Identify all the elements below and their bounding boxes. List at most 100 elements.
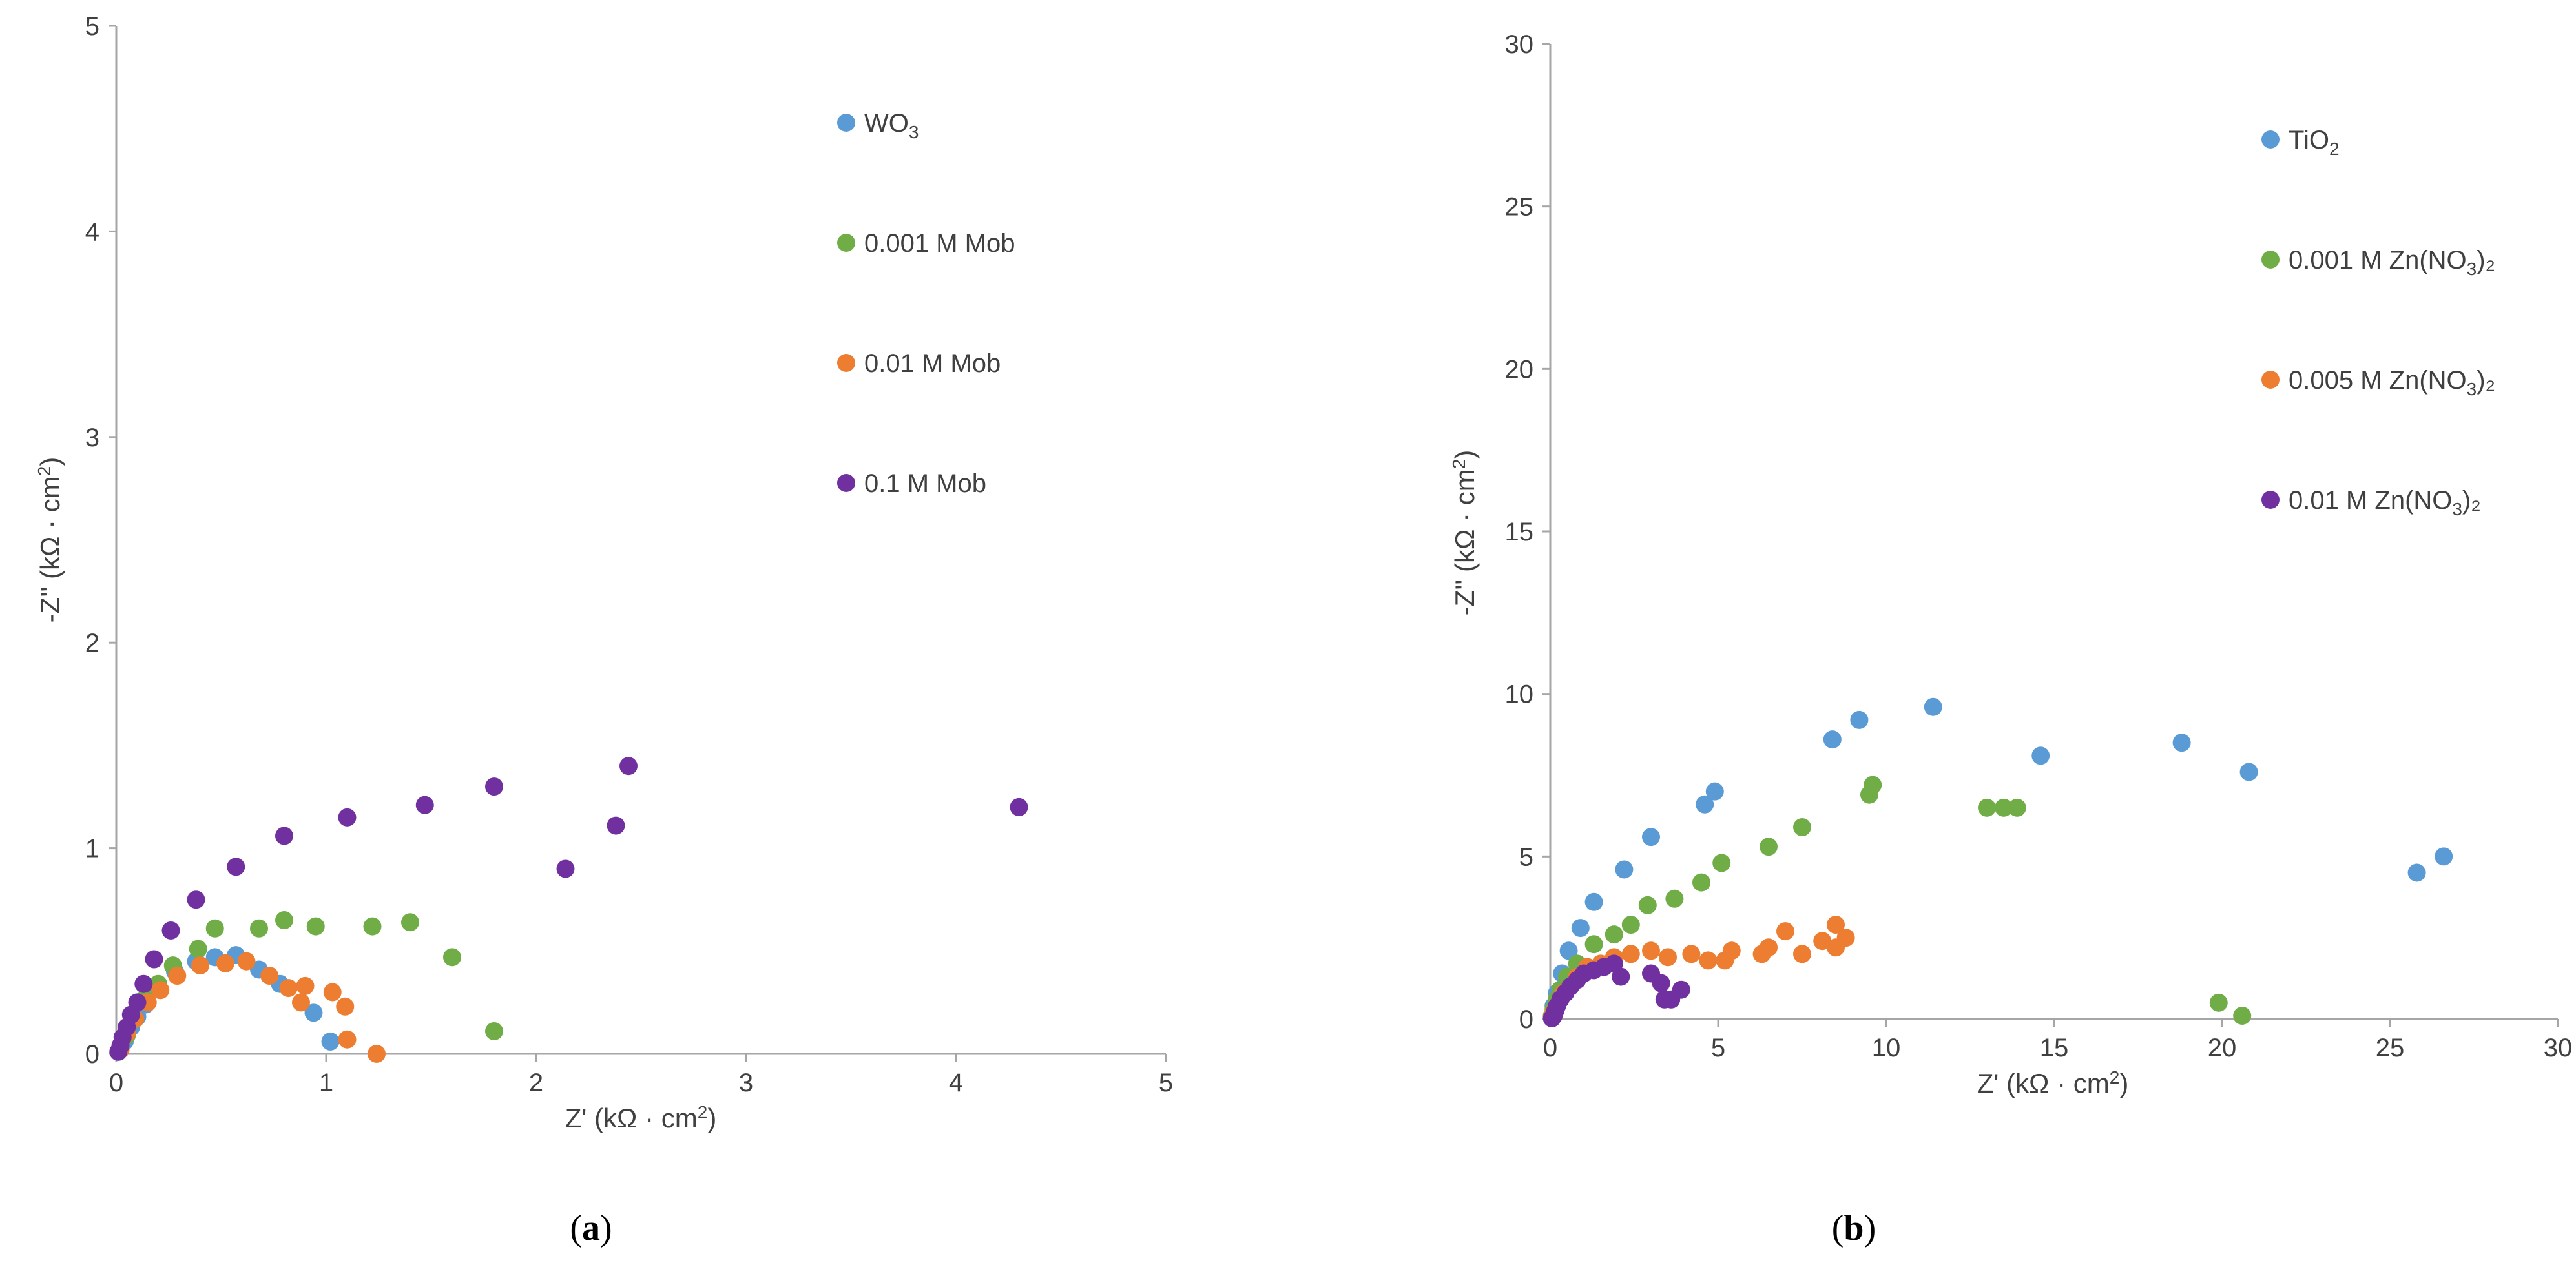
chart-a-point [275,911,293,930]
chart-b-point [1760,938,1778,957]
chart-a-point [189,940,207,958]
chart-a-markers [109,757,1028,1063]
chart-a-point [338,808,357,827]
chart-a-point [168,967,187,985]
chart-b-point [2239,763,2258,781]
chart-b-y-tick-label: 10 [1505,681,1534,709]
chart-a-point [205,919,224,938]
chart-b-legend-label: 0.001 M Zn(NO3)₂ [2289,246,2495,279]
chart-b-point [1621,945,1640,963]
chart-b-x-tick-label: 30 [2544,1034,2573,1062]
chart-a-panel-label: (a) [570,1208,612,1248]
chart-b-point [1642,828,1660,847]
chart-a-point [401,913,419,932]
chart-b-legend-label: TiO2 [2289,126,2340,159]
chart-b-point [2209,993,2228,1012]
chart-b-legend-marker [2261,371,2280,389]
chart-a-y-tick-label: 5 [85,12,99,41]
chart-b-point [1584,892,1603,911]
chart-a-legend-label: 0.001 M Mob [864,229,1015,258]
chart-b-ticks: 0 5 10 15 20 25 30 0 5 10 15 20 25 30 [1505,30,2573,1062]
chart-a-legend-marker [837,234,855,252]
chart-a: 0 1 2 3 4 5 0 1 2 3 4 5 WO3 0.001 M Mob 0.01 M Mob 0.1… [34,12,1173,1248]
chart-a-y-axis-title: -Z'' (kΩ · cm2) [34,457,65,623]
chart-b-y-axis-title: -Z'' (kΩ · cm2) [1449,450,1480,616]
chart-a-point [279,979,298,998]
chart-a-point [187,890,205,909]
chart-b-point [1692,873,1710,892]
chart-a-point [323,983,342,1002]
chart-b-point [1612,967,1630,986]
chart-b-point [1776,922,1794,941]
chart-b-point [1864,776,1882,794]
chart-a-point [191,956,209,975]
chart-a-point [1010,797,1028,816]
chart-b-legend: TiO2 0.001 M Zn(NO3)₂ 0.005 M Zn(NO3)₂ 0.01… [2261,126,2495,519]
chart-a-point [304,1003,323,1022]
chart-b-point [1682,945,1701,963]
chart-b-series-s1 [1542,697,2453,1025]
chart-b-point [1652,974,1670,992]
chart-a-y-tick-label: 1 [85,835,99,863]
chart-a-x-tick-label: 0 [109,1069,123,1097]
chart-b-y-tick-label: 25 [1505,193,1534,221]
chart-a-legend-label: 0.01 M Mob [864,349,1001,378]
chart-a-point [619,757,638,776]
chart-b-y-tick-label: 0 [1519,1005,1533,1034]
chart-b-point [1827,916,1845,934]
chart-a-point [296,976,315,995]
chart-a-point [415,796,434,814]
chart-b-point [1836,929,1855,947]
chart-a-legend-marker [837,114,855,132]
chart-a-x-tick-label: 4 [949,1069,963,1097]
chart-a-point [292,993,310,1012]
chart-b-point [1665,889,1684,908]
chart-a-y-tick-label: 0 [85,1040,99,1069]
chart-a-ticks: 0 1 2 3 4 5 0 1 2 3 4 5 [85,12,1173,1097]
chart-b-x-tick-label: 25 [2376,1034,2405,1062]
chart-b-point [1793,818,1811,837]
chart-b-point [1605,925,1623,944]
chart-a-point [485,1022,503,1040]
chart-a-point [250,919,268,938]
chart-a-point [306,917,325,936]
chart-b-x-tick-label: 20 [2208,1034,2237,1062]
chart-a-point [216,954,234,972]
chart-b-point [2407,863,2426,882]
chart-b-point [1978,798,1996,817]
chart-a-point [128,993,147,1012]
chart-b-point [2233,1006,2252,1025]
chart-a-point [338,1030,357,1049]
chart-b-point [1672,980,1690,999]
chart-a-x-tick-label: 5 [1159,1069,1173,1097]
chart-b-x-tick-label: 5 [1711,1034,1725,1062]
chart-b-x-axis-title: Z' (kΩ · cm2) [1977,1067,2129,1098]
chart-a-legend-label: WO3 [864,109,919,142]
chart-b-legend-marker [2261,130,2280,149]
chart-a-point [260,967,279,985]
chart-a-legend-marker [837,354,855,372]
chart-a-point [336,997,355,1016]
chart-b-legend-label: 0.01 M Zn(NO3)₂ [2289,486,2481,519]
chart-a-point [151,981,170,1000]
chart-b-point [2172,734,2191,752]
chart-b-point [1813,932,1832,951]
chart-b-legend-marker [2261,491,2280,509]
chart-b-point [1621,916,1640,934]
chart-b-y-tick-label: 15 [1505,518,1534,546]
chart-b-y-tick-label: 30 [1505,30,1534,59]
chart-b-panel-label: (b) [1832,1208,1876,1248]
chart-b-point [1722,941,1741,960]
chart-b-x-tick-label: 15 [2040,1034,2069,1062]
chart-b-point [1584,935,1603,954]
chart-a-y-tick-label: 2 [85,629,99,657]
chart-b-point [1760,838,1778,856]
chart-a-legend-marker [837,474,855,492]
chart-b-markers [1542,697,2453,1027]
chart-a-point [321,1032,340,1051]
chart-b-point [1699,951,1718,970]
chart-a-point [237,952,256,971]
chart-b-point [2008,798,2026,817]
chart-b-point [1850,710,1869,729]
